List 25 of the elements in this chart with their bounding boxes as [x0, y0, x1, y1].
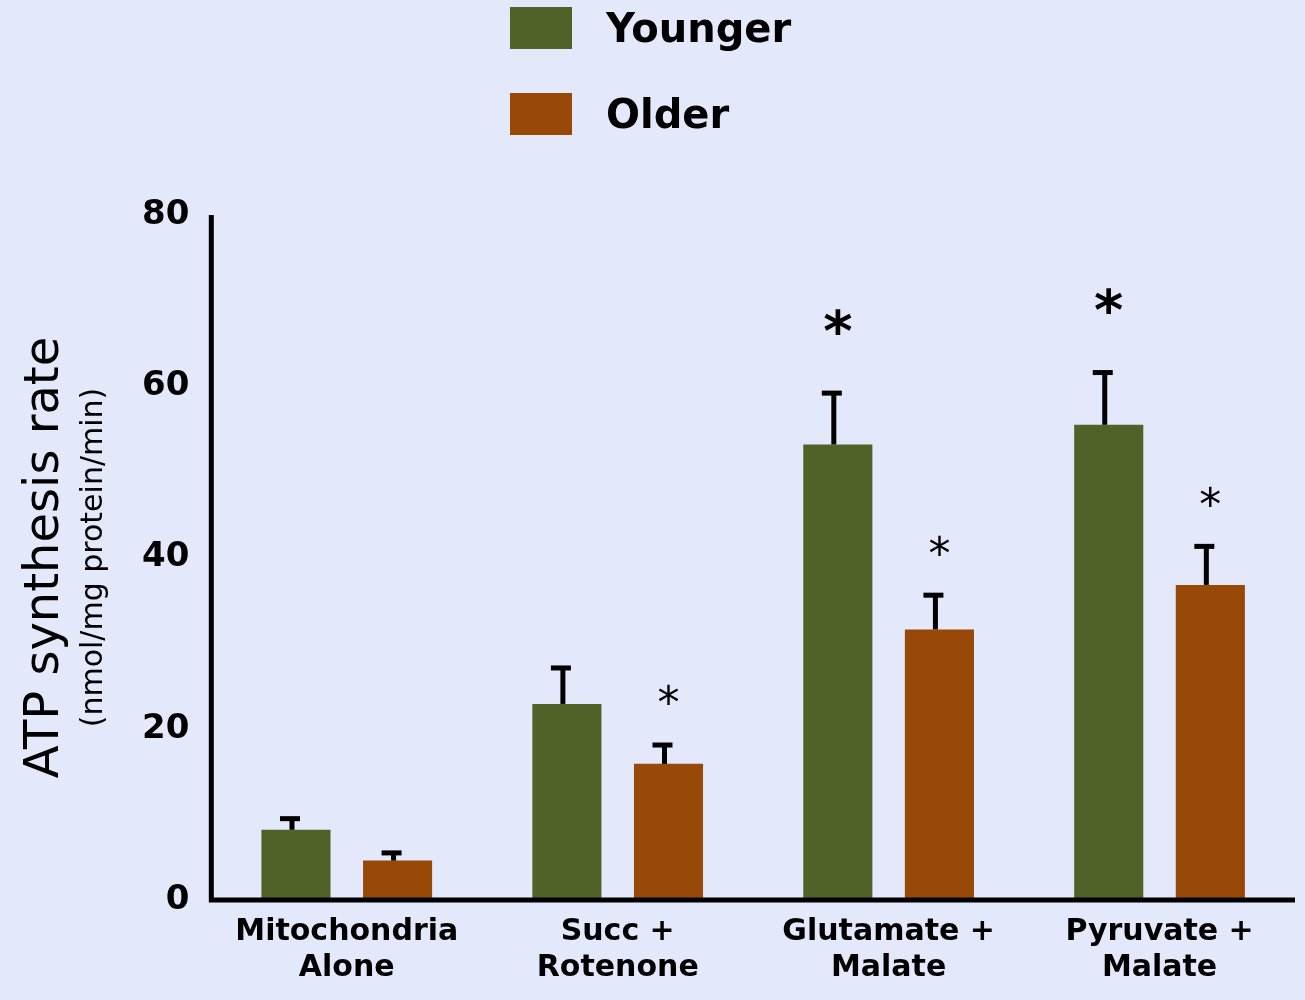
y-axis-title: ATP synthesis rate (nmol/mg protein/min)	[13, 336, 109, 779]
bar	[261, 829, 331, 900]
annotation: *	[657, 677, 680, 729]
bar	[532, 703, 602, 900]
annotation: *	[823, 297, 853, 363]
legend-label: Younger	[606, 5, 792, 51]
bar	[633, 763, 704, 900]
annotation: *	[1094, 277, 1124, 343]
y-tick-label: 40	[141, 534, 190, 575]
bar	[1175, 584, 1245, 900]
y-tick-label: 60	[141, 363, 190, 404]
bar	[363, 860, 433, 900]
x-tick-label: Pyruvate + Malate	[1065, 911, 1254, 983]
x-tick-label: Glutamate + Malate	[782, 911, 995, 983]
bar	[904, 629, 974, 900]
y-tick-label: 20	[141, 705, 190, 746]
legend-label: Older	[606, 91, 730, 137]
annotation: *	[928, 527, 951, 579]
bar	[1074, 424, 1144, 900]
annotation: *	[1199, 478, 1222, 530]
bar	[803, 444, 873, 900]
y-tick-label: 80	[141, 191, 190, 232]
y-tick-label: 0	[165, 876, 190, 917]
x-tick-label: Succ + Rotenone	[536, 911, 699, 983]
x-tick-label: Mitochondria Alone	[235, 911, 459, 983]
